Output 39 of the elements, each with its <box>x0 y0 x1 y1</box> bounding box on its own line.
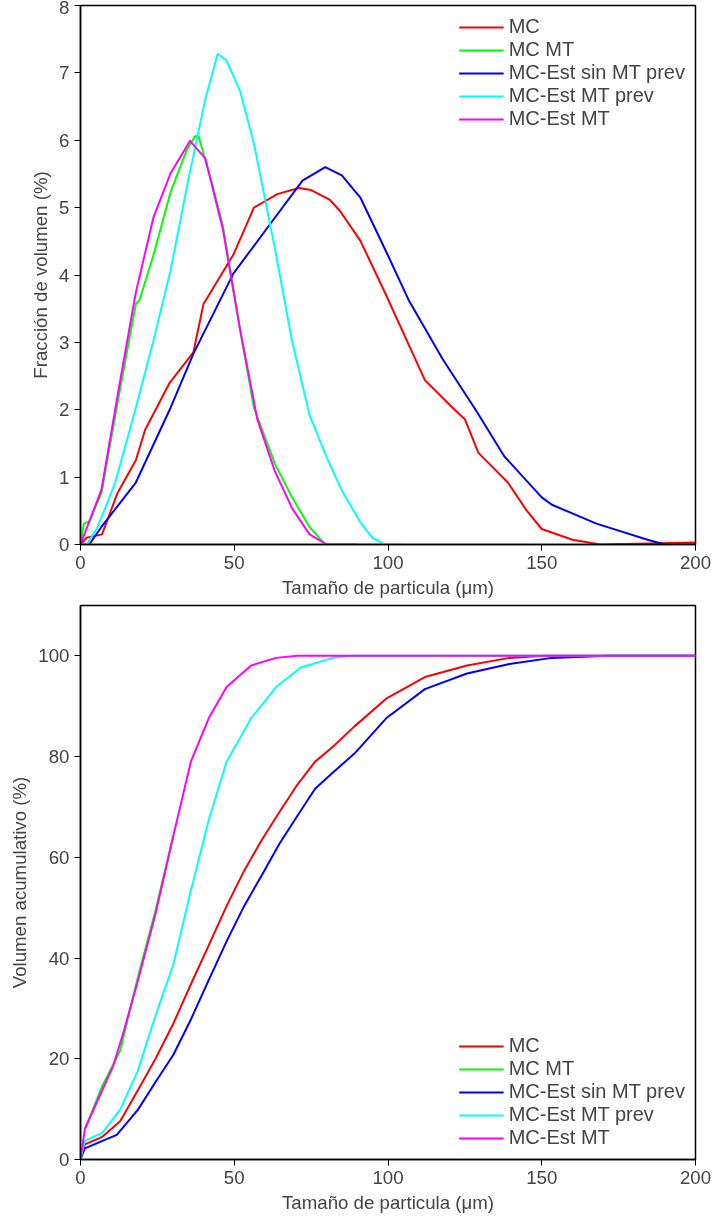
legend-label: MC MT <box>508 1057 575 1080</box>
x-tick-label: 100 <box>372 551 404 573</box>
x-tick-label: 0 <box>75 551 86 573</box>
x-tick-label: 200 <box>679 551 712 573</box>
y-tick-label: 3 <box>59 331 70 353</box>
y-tick-label: 5 <box>59 197 70 219</box>
legend-label: MC-Est MT <box>508 107 610 130</box>
x-tick-label: 0 <box>75 1166 86 1188</box>
x-tick-label: 150 <box>526 1166 558 1188</box>
legend-label: MC-Est MT prev <box>508 1103 654 1126</box>
legend-label: MC MT <box>508 38 575 61</box>
y-tick-label: 40 <box>48 947 70 969</box>
y-tick-label: 100 <box>38 645 70 667</box>
y-tick-label: 20 <box>48 1048 70 1070</box>
x-tick-label: 200 <box>679 1166 712 1188</box>
legend-label: MC-Est MT <box>508 1126 610 1149</box>
x-tick-label: 150 <box>526 551 558 573</box>
y-tick-label: 7 <box>59 62 70 84</box>
y-tick-label: 0 <box>59 1149 70 1170</box>
legend-label: MC-Est sin MT prev <box>508 1080 685 1103</box>
y-tick-label: 1 <box>59 466 70 488</box>
x-tick-label: 100 <box>372 1166 404 1188</box>
x-axis-title: Tamaño de particula (μm) <box>282 576 494 598</box>
legend-label: MC <box>508 1034 540 1057</box>
y-tick-label: 8 <box>59 0 70 18</box>
y-tick-label: 2 <box>59 399 70 421</box>
y-tick-label: 80 <box>48 746 70 768</box>
y-axis-title: Volumen acumulativo (%) <box>9 776 31 989</box>
legend-label: MC-Est sin MT prev <box>508 61 685 84</box>
y-axis-title: Fracción de volumen (%) <box>30 171 52 379</box>
legend-label: MC-Est MT prev <box>508 84 654 107</box>
x-tick-label: 50 <box>223 551 245 573</box>
x-tick-label: 50 <box>223 1166 245 1188</box>
x-axis-title: Tamaño de particula (μm) <box>282 1191 494 1213</box>
y-tick-label: 0 <box>59 534 70 555</box>
y-tick-label: 60 <box>48 846 70 868</box>
y-tick-label: 6 <box>59 129 70 151</box>
legend-label: MC <box>508 15 540 38</box>
y-tick-label: 4 <box>59 264 70 286</box>
